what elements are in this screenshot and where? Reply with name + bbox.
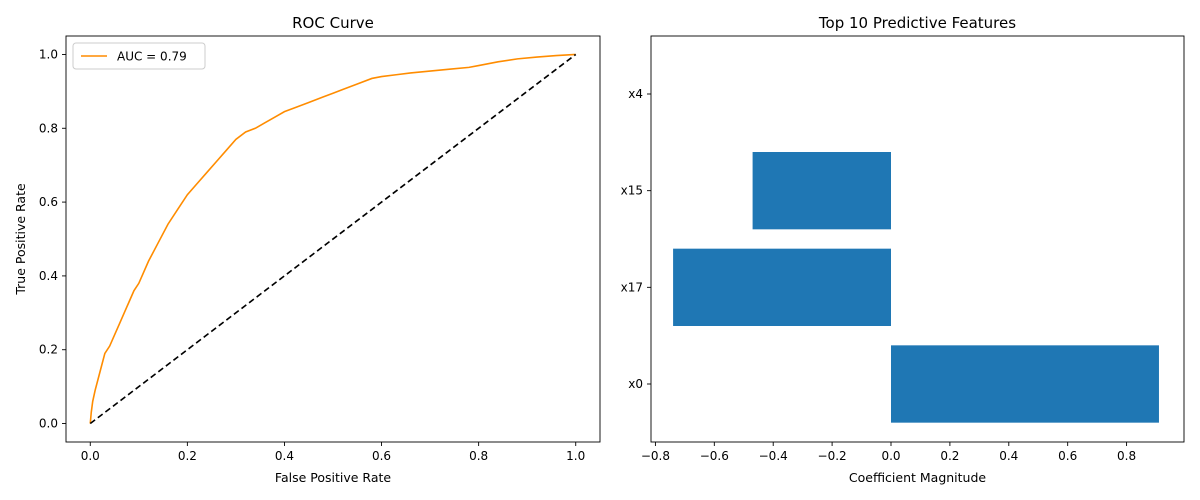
bar-x-tick-label: −0.4 [759, 449, 788, 463]
feature-bar-x0 [890, 345, 1159, 423]
roc-y-tick-label: 0.6 [39, 195, 58, 209]
roc-x-tick-label: 0.4 [275, 449, 294, 463]
feature-importance-chart: −0.8 −0.6 −0.4 −0.2 0.0 0.2 0.4 0.6 0.8 x0 x17 x15 x… [621, 14, 1185, 485]
chance-diagonal-line [89, 53, 577, 425]
bar-plot-frame [650, 35, 1185, 443]
roc-x-tick-label: 0.2 [178, 449, 197, 463]
roc-x-tick-label: 0.6 [372, 449, 391, 463]
roc-curve-chart: 0.0 0.2 0.4 0.6 0.8 1.0 0.0 0.2 0.4 0.6 0.8 1.0 ROC … [13, 14, 601, 485]
roc-plot-frame [65, 35, 601, 443]
roc-legend-box [72, 42, 206, 70]
bar-x-axis-title: Coefficient Magnitude [849, 470, 987, 485]
bar-x-tick-label: 0.4 [999, 449, 1018, 463]
bar-category-label: x4 [628, 87, 643, 101]
roc-chart-title: ROC Curve [292, 14, 374, 32]
roc-y-tick-label: 0.2 [39, 343, 58, 357]
roc-legend-label: AUC = 0.79 [117, 50, 187, 64]
roc-y-tick-label: 1.0 [39, 47, 58, 61]
bar-x-tick-label: −0.8 [641, 449, 670, 463]
roc-x-tick-label: 1.0 [566, 449, 585, 463]
roc-y-tick-label: 0.8 [39, 121, 58, 135]
bar-x-tick-label: 0.8 [1117, 449, 1136, 463]
bar-category-label: x0 [628, 377, 643, 391]
roc-y-tick-label: 0.0 [39, 417, 58, 431]
roc-y-tick-label: 0.4 [39, 269, 58, 283]
bar-x-tick-label: 0.6 [1058, 449, 1077, 463]
roc-x-tick-label: 0.8 [469, 449, 488, 463]
roc-x-tick-label: 0.0 [81, 449, 100, 463]
roc-x-axis-title: False Positive Rate [275, 470, 391, 485]
bar-category-label: x15 [621, 184, 643, 198]
feature-bar-x17 [673, 248, 891, 326]
roc-legend: AUC = 0.79 [72, 42, 206, 70]
bar-x-tick-label: −0.6 [700, 449, 729, 463]
bar-x-tick-label: −0.2 [818, 449, 847, 463]
bar-x-tick-label: 0.0 [881, 449, 900, 463]
roc-curve-line [89, 53, 576, 424]
feature-bar-x15 [752, 152, 891, 230]
bar-category-label: x17 [621, 280, 643, 294]
roc-y-axis-title: True Positive Rate [13, 183, 28, 296]
bar-x-tick-label: 0.2 [940, 449, 959, 463]
bar-chart-title: Top 10 Predictive Features [818, 14, 1016, 32]
